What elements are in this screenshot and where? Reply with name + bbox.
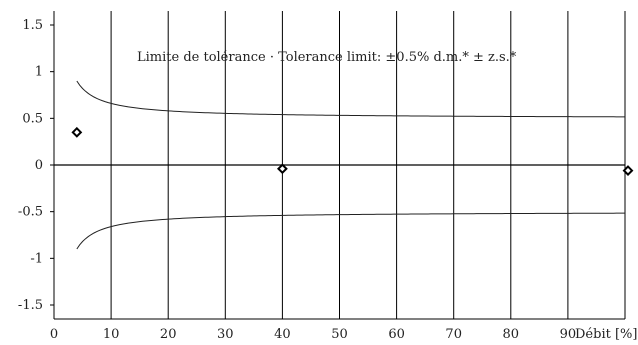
measurement-points	[71, 126, 634, 177]
x-tick-label: 70	[445, 327, 462, 342]
y-tick-label: 0.5	[22, 111, 43, 126]
x-tick-label: 50	[331, 327, 348, 342]
x-tick-label: 80	[503, 327, 520, 342]
tolerance-annotation: Limite de tolérance · Tolerance limit: ±…	[137, 50, 517, 65]
x-tick-label: 0	[50, 327, 58, 342]
x-tick-label: 10	[103, 327, 120, 342]
y-tick-label: 1	[35, 65, 43, 80]
x-tick-label: 30	[217, 327, 234, 342]
x-tick-label: 40	[274, 327, 291, 342]
tolerance-lower-curve	[76, 212, 626, 250]
data-point	[276, 163, 288, 175]
tolerance-upper-curve	[76, 80, 626, 118]
y-tick-label: 1.5	[22, 18, 43, 33]
y-tick-label: 0	[35, 158, 43, 173]
data-point	[71, 126, 83, 138]
x-axis-label: Débit [%]	[575, 327, 637, 342]
y-tick-label: -1	[30, 251, 43, 266]
data-point	[622, 165, 634, 177]
x-tick-label: 90	[560, 327, 577, 342]
x-tick-label: 20	[160, 327, 177, 342]
x-tick-label: 60	[388, 327, 405, 342]
x-tick-labels: 0 10 20 30 40 50 60 70 80 90	[50, 327, 576, 342]
tolerance-curves	[76, 80, 626, 250]
y-tick-label: -1.5	[18, 298, 43, 313]
y-tick-label: -0.5	[18, 205, 43, 220]
y-tick-labels: 1.5 1 0.5 0 -0.5 -1 -1.5	[18, 18, 43, 313]
